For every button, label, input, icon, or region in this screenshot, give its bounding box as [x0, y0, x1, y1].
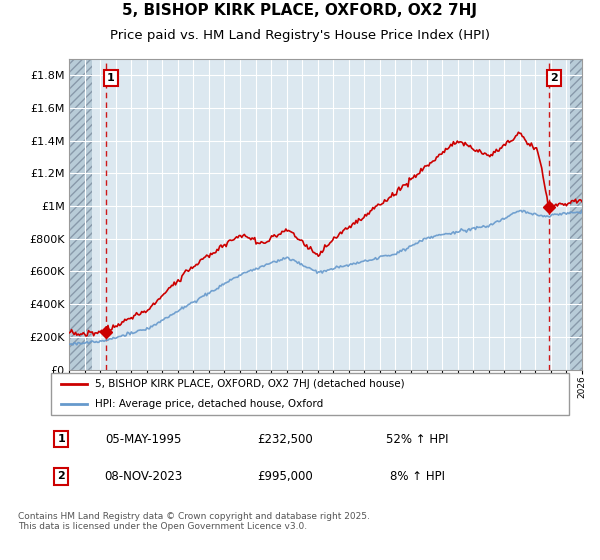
Text: Price paid vs. HM Land Registry's House Price Index (HPI): Price paid vs. HM Land Registry's House …	[110, 29, 490, 42]
Bar	[69, 59, 92, 370]
Text: Contains HM Land Registry data © Crown copyright and database right 2025.
This d: Contains HM Land Registry data © Crown c…	[18, 512, 370, 531]
Bar	[569, 59, 582, 370]
Text: 2: 2	[550, 73, 558, 83]
Text: £232,500: £232,500	[258, 432, 313, 446]
FancyBboxPatch shape	[50, 373, 569, 416]
Text: £995,000: £995,000	[258, 470, 313, 483]
Text: 5, BISHOP KIRK PLACE, OXFORD, OX2 7HJ: 5, BISHOP KIRK PLACE, OXFORD, OX2 7HJ	[122, 3, 478, 18]
Text: 8% ↑ HPI: 8% ↑ HPI	[390, 470, 445, 483]
Text: 1: 1	[107, 73, 115, 83]
Text: 08-NOV-2023: 08-NOV-2023	[104, 470, 182, 483]
Text: 2: 2	[58, 472, 65, 482]
Text: 52% ↑ HPI: 52% ↑ HPI	[386, 432, 449, 446]
Text: 05-MAY-1995: 05-MAY-1995	[105, 432, 181, 446]
Text: HPI: Average price, detached house, Oxford: HPI: Average price, detached house, Oxfo…	[95, 399, 323, 409]
Text: 5, BISHOP KIRK PLACE, OXFORD, OX2 7HJ (detached house): 5, BISHOP KIRK PLACE, OXFORD, OX2 7HJ (d…	[95, 379, 405, 389]
Text: 1: 1	[58, 434, 65, 444]
